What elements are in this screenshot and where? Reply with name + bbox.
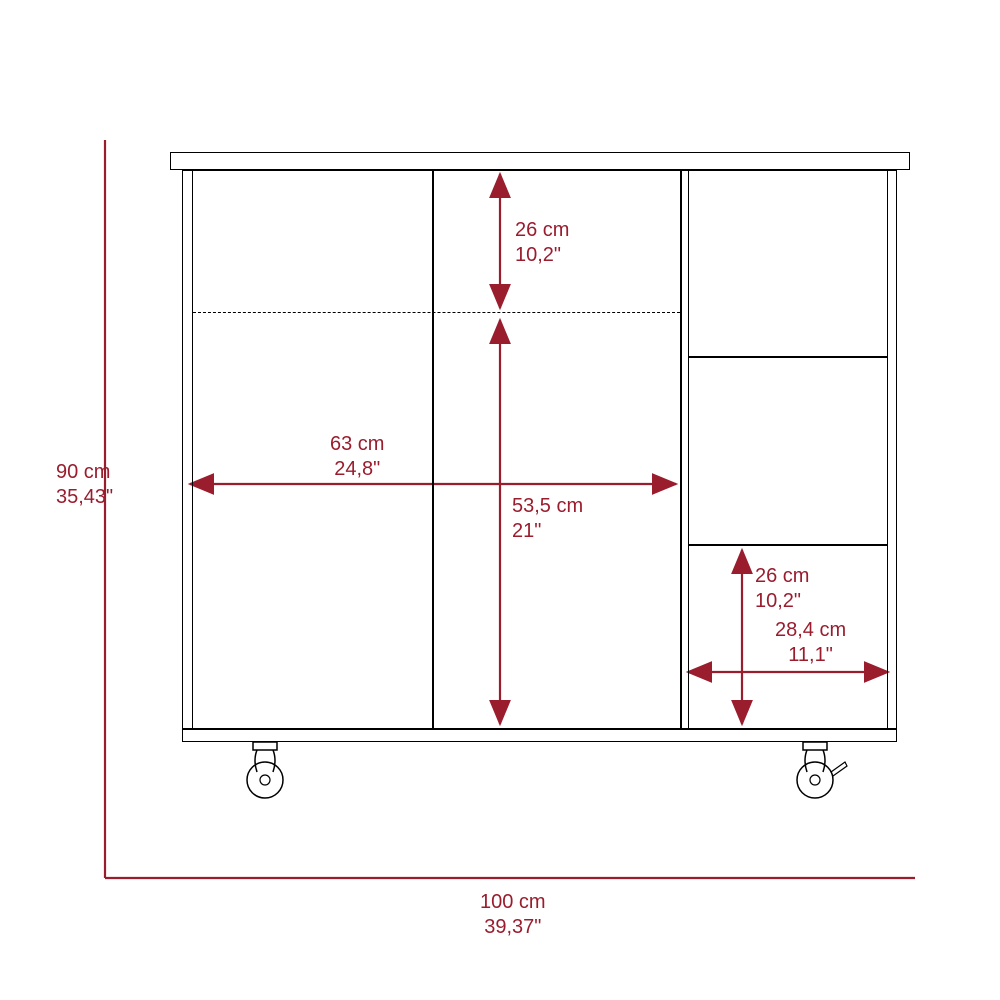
right-shelf-1 [689,356,887,358]
right-panel-inner [887,170,888,728]
label-main-h-cm: 53,5 cm [512,495,583,517]
label-overall-h-cm: 90 cm [56,461,110,483]
label-overall-w: 100 cm 39,37" [480,890,546,940]
divider-vertical-inner [688,170,689,728]
label-side-h-in: 10,2" [755,590,801,612]
label-top-comp: 26 cm 10,2" [515,218,569,268]
label-side-h-cm: 26 cm [755,565,809,587]
dashed-shelf [193,312,680,313]
label-shelf-w: 63 cm 24,8" [330,432,384,482]
base-shelf-top [183,728,896,730]
label-main-h-in: 21" [512,520,541,542]
label-shelf-w-in: 24,8" [334,458,380,480]
right-shelf-2 [689,544,887,546]
label-main-h: 53,5 cm 21" [512,494,583,544]
left-panel-inner [192,170,193,728]
label-side-w: 28,4 cm 11,1" [775,618,846,668]
wheel-left [235,742,295,802]
top-board [170,152,910,170]
divider-vertical [680,170,682,728]
label-top-comp-in: 10,2" [515,244,561,266]
label-top-comp-cm: 26 cm [515,219,569,241]
mid-vertical [432,170,434,728]
label-overall-h-in: 35,43" [56,486,113,508]
label-overall-w-cm: 100 cm [480,891,546,913]
label-overall-w-in: 39,37" [484,916,541,938]
label-overall-h: 90 cm 35,43" [56,460,113,510]
label-shelf-w-cm: 63 cm [330,433,384,455]
label-side-w-in: 11,1" [788,644,833,666]
label-side-h: 26 cm 10,2" [755,564,809,614]
wheel-right [785,742,855,802]
label-side-w-cm: 28,4 cm [775,619,846,641]
